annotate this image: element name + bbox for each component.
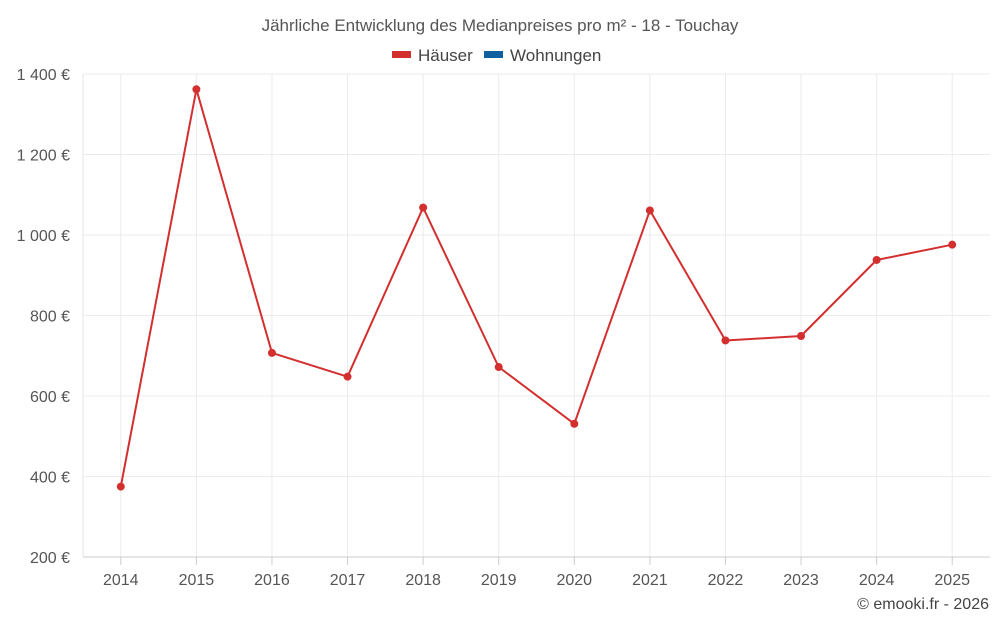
x-tick-label: 2017 <box>330 572 366 589</box>
y-tick-label: 1 000 € <box>17 228 70 245</box>
legend-item-haeuser[interactable]: Häuser <box>392 46 473 65</box>
data-point <box>948 240 957 249</box>
legend-swatch-haeuser <box>392 51 411 58</box>
data-point <box>721 336 730 345</box>
x-tick-label: 2025 <box>934 572 970 589</box>
data-point <box>267 348 276 357</box>
chart-title: Jährliche Entwicklung des Medianpreises … <box>262 16 739 35</box>
x-axis: 2014 2015 2016 2017 2018 2019 2020 2021 2022 2023… <box>83 556 990 589</box>
data-point <box>570 419 579 428</box>
data-point <box>645 206 654 215</box>
y-tick-label: 800 € <box>30 309 70 326</box>
y-tick-label: 400 € <box>30 470 70 487</box>
x-tick-label: 2015 <box>179 572 215 589</box>
data-point <box>343 372 352 381</box>
legend-swatch-wohnungen <box>484 51 503 58</box>
grid <box>83 73 990 557</box>
x-tick-label: 2024 <box>859 572 895 589</box>
x-tick-label: 2021 <box>632 572 668 589</box>
data-point <box>797 332 806 341</box>
legend-label-haeuser: Häuser <box>418 46 473 65</box>
y-tick-label: 200 € <box>30 550 70 567</box>
legend-label-wohnungen: Wohnungen <box>510 46 601 65</box>
series-line-0 <box>119 88 953 487</box>
data-point <box>192 85 201 94</box>
data-point <box>494 363 503 372</box>
data-point <box>872 255 881 264</box>
credit: © emooki.fr - 2026 <box>857 596 989 613</box>
y-tick-label: 1 400 € <box>17 67 70 84</box>
x-tick-label: 2018 <box>405 572 441 589</box>
x-tick-label: 2023 <box>783 572 819 589</box>
y-axis: 200 € 400 € 600 € 800 € 1 000 € 1 200 € 1 400 … <box>17 67 84 567</box>
series-haeuser <box>116 85 957 491</box>
x-tick-label: 2014 <box>103 572 139 589</box>
y-tick-label: 1 200 € <box>17 148 70 165</box>
legend-item-wohnungen[interactable]: Wohnungen <box>484 46 601 65</box>
legend: Häuser Wohnungen <box>392 46 601 65</box>
x-tick-label: 2020 <box>556 572 592 589</box>
x-tick-label: 2019 <box>481 572 517 589</box>
y-tick-label: 600 € <box>30 389 70 406</box>
x-tick-label: 2016 <box>254 572 290 589</box>
data-point <box>419 203 428 212</box>
x-tick-label: 2022 <box>708 572 744 589</box>
data-point <box>116 482 125 491</box>
